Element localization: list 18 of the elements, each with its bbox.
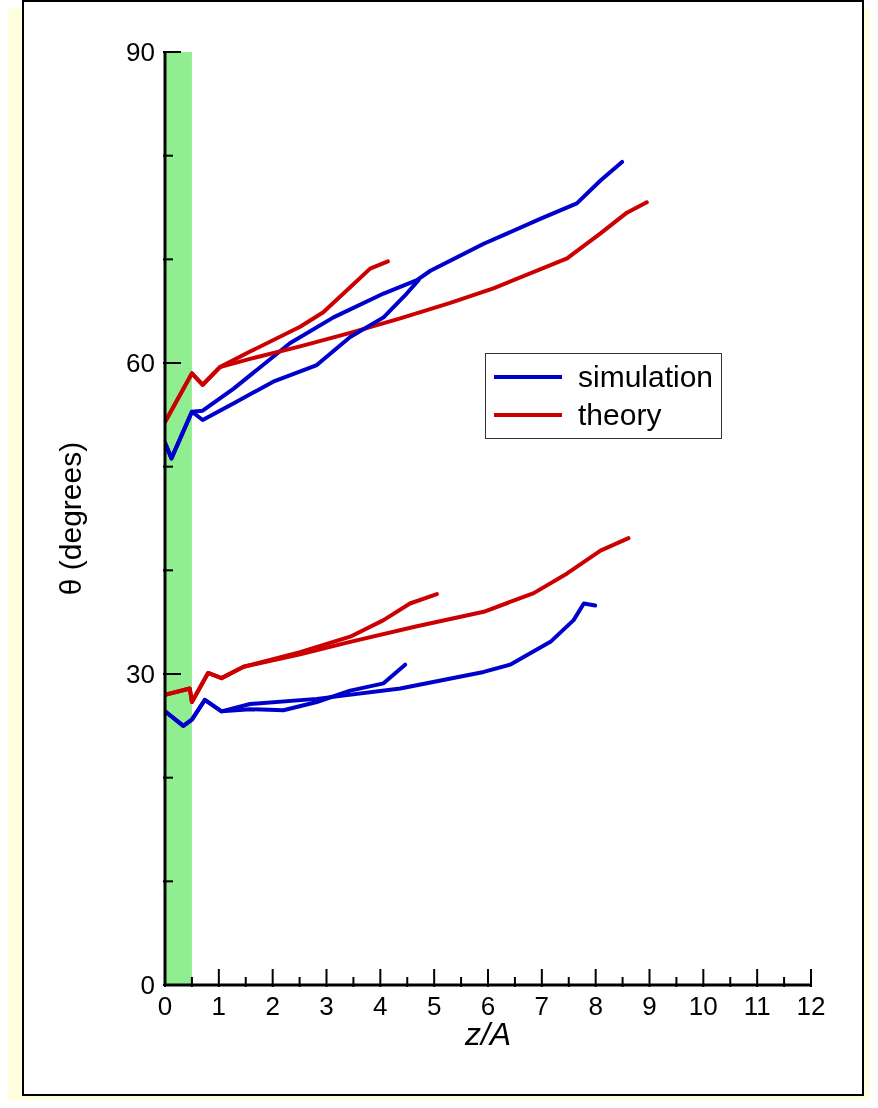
- y-tick-label: 90: [126, 37, 155, 67]
- legend-label: simulation: [578, 360, 714, 394]
- x-tick-label: 12: [796, 991, 826, 1021]
- x-tick-label: 8: [588, 991, 603, 1021]
- y-axis-title: θ (degrees): [53, 441, 87, 596]
- x-tick-label: 2: [265, 991, 280, 1021]
- x-tick-label: 7: [534, 991, 550, 1021]
- x-tick-label: 5: [426, 991, 442, 1021]
- x-tick-label: 1: [211, 991, 227, 1021]
- legend-label: theory: [578, 398, 662, 432]
- x-tick-label: 11: [743, 991, 771, 1021]
- y-tick-label: 60: [126, 348, 155, 378]
- x-tick-label: 3: [319, 991, 334, 1021]
- x-tick-label: 4: [373, 991, 388, 1021]
- x-tick-label: 10: [688, 991, 718, 1021]
- y-tick-label: 0: [140, 970, 155, 1000]
- y-tick-label: 30: [126, 659, 155, 689]
- x-tick-label: 9: [642, 991, 657, 1021]
